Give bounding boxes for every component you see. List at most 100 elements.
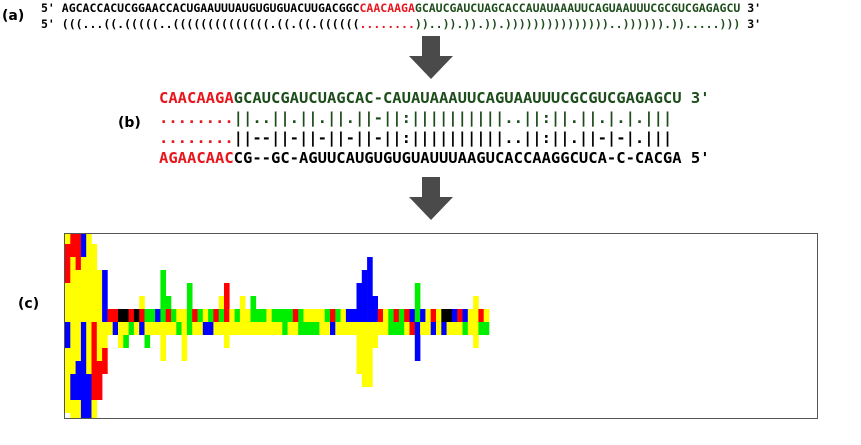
row3-red: ........: [159, 129, 234, 147]
bar-segment: [65, 387, 71, 413]
bar-segment: [483, 309, 490, 322]
row2-red: ........: [159, 109, 234, 127]
bar-segment: [197, 322, 204, 335]
bar-segment: [345, 322, 352, 335]
bar-segment: [298, 322, 304, 335]
bar-segment: [271, 322, 278, 335]
bar-segment: [208, 309, 214, 322]
bar-segment: [171, 309, 177, 322]
bar-segment: [86, 322, 92, 374]
bar-segment: [65, 322, 71, 348]
bar-segment: [149, 309, 156, 322]
bar-segment: [224, 283, 230, 322]
bar-segment: [388, 322, 394, 335]
panel-b-row2: ........||..||.||.||.||-||:||||||||||..|…: [159, 109, 672, 127]
bar-segment: [361, 361, 368, 387]
bar-segment: [181, 322, 188, 361]
bar-segment: [213, 309, 219, 322]
pairing-barcode-svg: [65, 234, 490, 418]
bar-segment: [75, 234, 82, 270]
bar-segment: [361, 270, 368, 283]
bar-segment: [160, 270, 166, 322]
bar-segment: [96, 296, 103, 322]
bar-segment: [144, 309, 151, 322]
bar-segment: [165, 322, 172, 335]
bar-segment: [414, 322, 421, 361]
panel-b-row3: ........||--||-||-||-||-||:||||||||||..|…: [159, 129, 672, 147]
bar-segment: [308, 309, 315, 322]
bar-segment: [430, 322, 437, 335]
bar-segment: [361, 283, 368, 322]
bar-segment: [351, 309, 357, 322]
bar-segment: [314, 309, 320, 322]
bar-segment: [467, 309, 474, 322]
bar-segment: [441, 322, 447, 335]
bar-segment: [446, 309, 453, 322]
bar-segment: [65, 244, 71, 283]
bar-segment: [65, 283, 71, 322]
bar-segment: [234, 322, 241, 335]
bar-segment: [282, 309, 288, 322]
bar-segment: [287, 309, 294, 322]
bar-segment: [298, 309, 304, 322]
bar-segment: [393, 322, 400, 335]
down-arrow-icon: [409, 177, 453, 220]
bar-segment: [86, 374, 92, 400]
bar-segment: [388, 309, 394, 322]
bar-segment: [218, 309, 225, 322]
row1-red: CAACAAGA: [159, 89, 234, 107]
panel-c-label: (c): [18, 296, 40, 312]
bar-segment: [65, 348, 71, 387]
bar-segment: [308, 322, 315, 335]
bar-segment: [192, 322, 198, 335]
bar-segment: [112, 309, 119, 322]
bar-segment: [255, 309, 262, 322]
bar-segment: [96, 322, 103, 361]
bar-segment: [287, 322, 294, 335]
seq-suffix: 3': [740, 1, 762, 15]
bar-segment: [133, 322, 140, 335]
bar-segment: [155, 322, 161, 335]
bar-segment: [436, 309, 442, 322]
pairing-barcode-plot: [64, 233, 818, 419]
bar-segment: [91, 400, 98, 418]
bar-segment: [213, 322, 219, 335]
bar-segment: [186, 296, 193, 322]
bar-segment: [383, 322, 389, 335]
bar-segment: [282, 322, 288, 335]
bar-segment: [107, 322, 113, 335]
bar-segment: [229, 309, 235, 322]
bar-segment: [155, 309, 161, 322]
bar-segment: [319, 309, 325, 322]
bar-segment: [234, 309, 241, 322]
bar-segment: [393, 309, 400, 322]
bar-segment: [377, 309, 384, 322]
bar-segment: [239, 322, 246, 335]
bar-segment: [324, 322, 331, 335]
bar-segment: [478, 309, 484, 322]
bar-segment: [451, 309, 458, 322]
bar-segment: [165, 309, 172, 322]
bar-segment: [457, 309, 463, 322]
bar-segment: [160, 322, 166, 361]
bar-segment: [409, 322, 416, 335]
bar-segment: [102, 296, 108, 322]
bar-segment: [292, 309, 299, 322]
bar-segment: [361, 322, 368, 361]
bar-segment: [367, 283, 373, 322]
bar-segment: [398, 322, 405, 335]
bar-segment: [123, 335, 129, 348]
bar-segment: [144, 322, 151, 335]
bar-segment: [425, 309, 431, 322]
struct-suffix: 3': [740, 17, 762, 31]
bar-segment: [186, 283, 193, 296]
bar-segment: [335, 309, 341, 322]
bar-segment: [473, 322, 479, 348]
bar-segment: [123, 309, 129, 322]
bar-segment: [208, 322, 214, 335]
bar-segment: [420, 322, 426, 335]
bar-segment: [266, 322, 272, 335]
seq-black: AGCACCACUCGGAACCACUGAAUUUAUGUGUGUACUUGAC…: [61, 1, 360, 15]
bar-segment: [133, 309, 140, 322]
bar-segment: [70, 234, 76, 257]
